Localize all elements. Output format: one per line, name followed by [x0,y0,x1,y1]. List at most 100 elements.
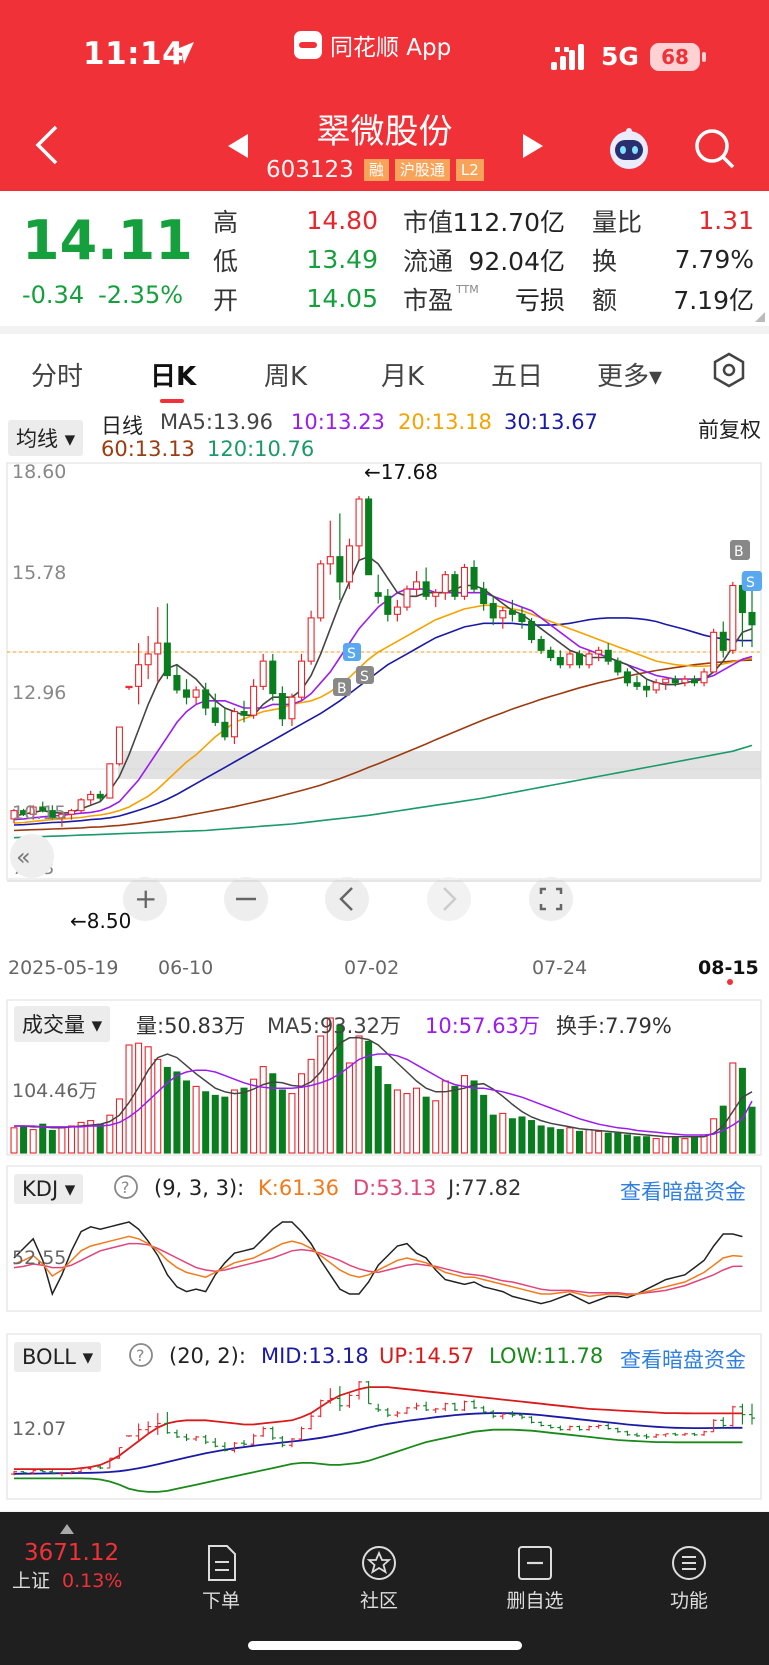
candle-body [451,574,459,597]
candle-body [77,799,85,812]
candle-body [345,545,353,583]
settings-gear-icon[interactable] [711,352,747,388]
sell-marker[interactable] [343,643,361,661]
bottom-bar: 3671.12 上证 0.13% 下单 社区 删自选 功能 [0,1512,769,1665]
candle-body [125,685,133,689]
adjust-mode[interactable]: 前复权 [698,418,761,442]
tab-five-day[interactable]: 五日 [491,362,544,392]
volume-bar [250,1078,258,1154]
support-band [118,751,761,779]
tab-daily[interactable]: 日K [150,362,197,392]
mcap-value: 112.70亿 [452,207,565,237]
candle-body [144,653,152,666]
kdj-darkpool-link[interactable]: 查看暗盘资金 [620,1180,746,1204]
volume-bar [269,1073,277,1154]
svg-text:S: S [347,646,356,662]
app-name: 同花顺 App [330,35,452,61]
kdj-k: K:61.36 [258,1176,339,1200]
volume-bar [413,1087,421,1154]
volume-bar [710,1118,718,1154]
scroll-left-button[interactable] [325,877,369,921]
volume-bar [518,1116,526,1154]
tab-more[interactable]: 更多▾ [597,362,663,392]
community-star-icon [362,1546,396,1580]
nav-community[interactable]: 社区 [334,1544,424,1613]
expand-corner-icon[interactable] [755,312,765,322]
buy-marker-latest[interactable] [730,540,750,560]
candle-body [326,556,334,565]
ai-robot-icon[interactable] [606,126,652,170]
top-header: 11:14 同花顺 App 5G 68 翠微股份 603123 融 沪股通 L2 [0,0,769,191]
volume-bar [317,1035,325,1154]
volume-bar [432,1100,440,1154]
volume-bar [499,1112,507,1154]
tab-weekly[interactable]: 周K [264,362,308,392]
volume-bar [326,1017,334,1154]
nav-remove-label: 删自选 [506,1590,564,1612]
y-tick-2: 12.96 [12,682,66,704]
collapse-button[interactable] [10,834,54,878]
candle-body [480,588,488,605]
nav-community-label: 社区 [359,1590,398,1612]
sell-marker-2[interactable] [356,666,374,684]
kdj-select-button[interactable]: KDJ ▾ [14,1174,84,1204]
index-ticker[interactable]: 3671.12 上证 0.13% [12,1540,122,1593]
zoom-in-button[interactable] [123,877,167,921]
volume-select-button[interactable]: 成交量 ▾ [14,1006,111,1042]
nav-order[interactable]: 下单 [176,1544,266,1613]
volume-bar [163,1066,171,1154]
scroll-right-button[interactable] [427,877,471,921]
next-stock-icon[interactable] [521,133,545,159]
kdj-frame [6,1165,762,1312]
boll-mid-line [13,1412,743,1475]
ma10-value: 10:13.23 [291,410,385,434]
nav-functions-label: 功能 [669,1590,708,1612]
kdj-d-line [13,1242,743,1295]
float-label: 流通 [403,246,454,276]
candle-body [173,674,181,691]
tab-monthly[interactable]: 月K [381,362,425,392]
stock-name: 翠微股份 [316,112,453,152]
quote-col-2: 市值 112.70亿 流通 92.04亿 市盈 TTM 亏损 [403,201,565,318]
volume-bar [135,1042,143,1154]
boll-select-button[interactable]: BOLL ▾ [14,1342,102,1372]
quote-volratio: 量比 1.31 [592,201,754,240]
sell-marker-latest[interactable] [742,571,762,591]
candle-body [374,592,382,597]
volume-bar [480,1094,488,1154]
prev-stock-icon[interactable] [226,133,250,159]
candle-body [460,566,468,597]
boll-low-line [14,1428,743,1493]
candle-body [575,653,584,666]
date-1: 06-10 [158,957,213,979]
candle-body [192,689,200,698]
search-icon[interactable] [692,126,736,170]
volume-bar [575,1130,584,1154]
mcap-label: 市值 [403,207,454,237]
candle-body [585,653,593,666]
status-time: 11:14 [83,36,185,72]
help-icon-2[interactable]: ? [128,1342,154,1368]
buy-marker[interactable] [333,678,351,696]
volume-bar [585,1129,593,1154]
app-return-badge[interactable]: 同花顺 App [294,30,452,61]
candle-body [115,726,123,765]
volume-bar [192,1085,200,1154]
fullscreen-button[interactable] [529,877,573,921]
ma-select-button[interactable]: 均线 ▾ [8,420,84,456]
candle-body [662,678,670,684]
candle-body [135,664,143,687]
boll-darkpool-link[interactable]: 查看暗盘资金 [620,1348,746,1372]
nav-remove-watchlist[interactable]: 删自选 [490,1544,580,1613]
candlestick-chart[interactable]: 18.60 15.78 12.96 10.15 7.33 ←17.68 ←8.5… [0,406,769,1511]
volume-bar [355,1035,363,1154]
nav-functions[interactable]: 功能 [644,1544,734,1613]
tab-intraday[interactable]: 分时 [31,362,84,392]
min-price-label: ←8.50 [70,909,131,933]
pe-value: 亏损 [514,285,565,315]
quote-amount: 额 7.19亿 [592,279,754,318]
back-chevron-icon[interactable] [34,124,60,166]
current-day-dot [727,979,733,985]
help-icon[interactable]: ? [113,1174,139,1200]
volume-frame [6,999,762,1156]
